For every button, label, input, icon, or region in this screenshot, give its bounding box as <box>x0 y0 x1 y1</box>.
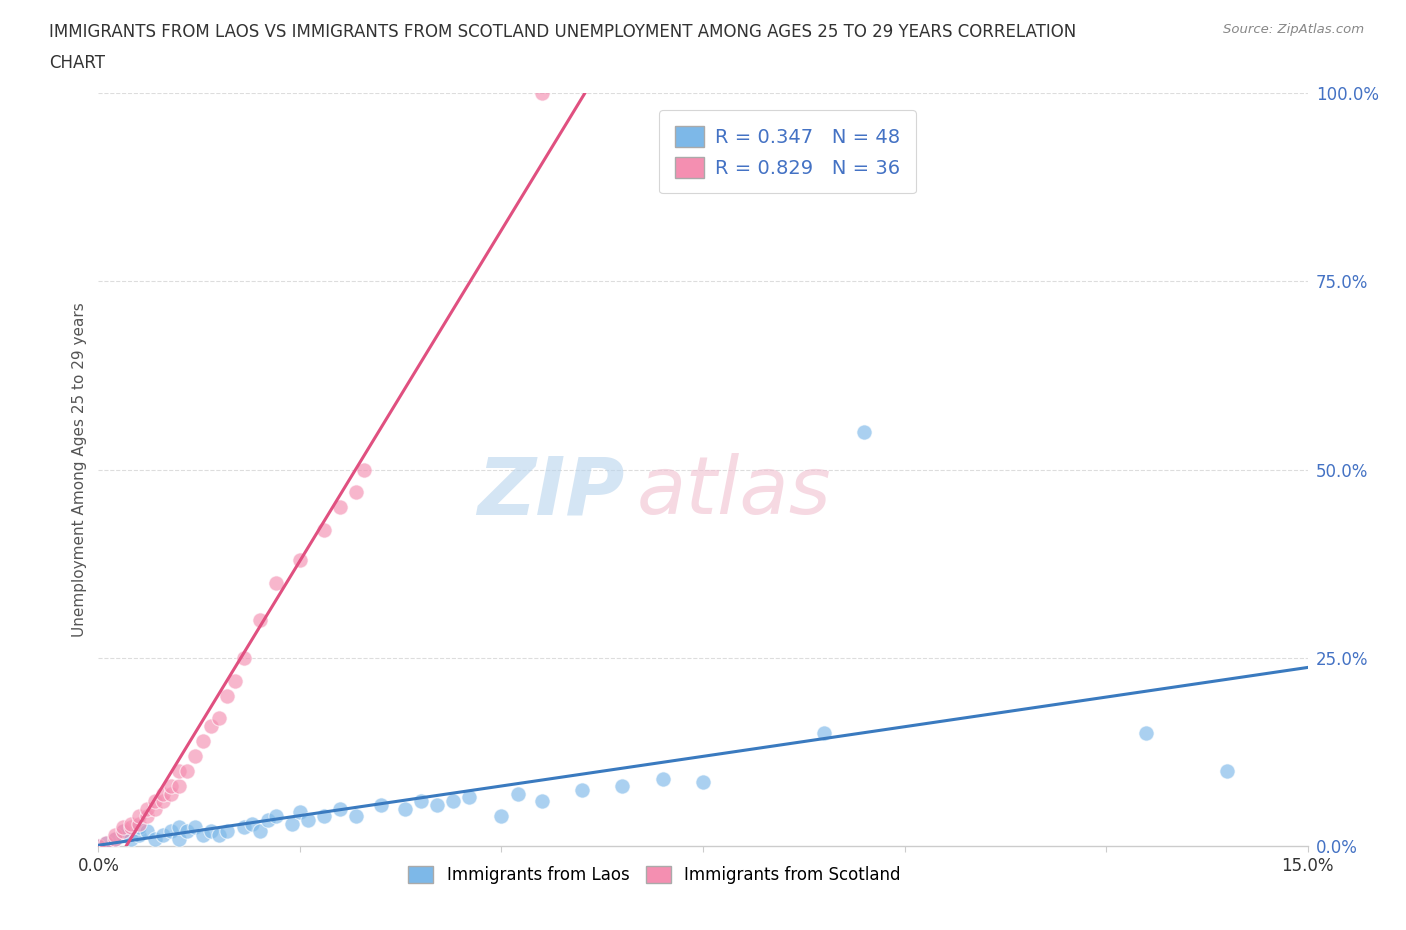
Point <box>152 828 174 843</box>
Point <box>1216 764 1239 778</box>
Point <box>314 523 336 538</box>
Point <box>249 824 271 839</box>
Point <box>135 809 157 824</box>
Text: CHART: CHART <box>49 54 105 72</box>
Point <box>111 824 134 839</box>
Text: Source: ZipAtlas.com: Source: ZipAtlas.com <box>1223 23 1364 36</box>
Point <box>184 820 207 835</box>
Point <box>264 809 287 824</box>
Point <box>167 831 190 846</box>
Point <box>128 809 150 824</box>
Point <box>120 820 142 835</box>
Point <box>111 824 134 839</box>
Point <box>692 775 714 790</box>
Point <box>409 793 432 808</box>
Point <box>135 802 157 817</box>
Point <box>152 786 174 801</box>
Point <box>530 793 553 808</box>
Point <box>193 734 215 749</box>
Point <box>103 828 125 843</box>
Point <box>103 831 125 846</box>
Point <box>353 462 375 477</box>
Point <box>111 820 134 835</box>
Point <box>217 824 239 839</box>
Point <box>103 831 125 846</box>
Point <box>344 809 367 824</box>
Point <box>143 802 166 817</box>
Point <box>128 828 150 843</box>
Point <box>394 802 416 817</box>
Legend: Immigrants from Laos, Immigrants from Scotland: Immigrants from Laos, Immigrants from Sc… <box>402 859 908 891</box>
Point <box>217 688 239 703</box>
Point <box>256 813 278 828</box>
Point <box>167 764 190 778</box>
Point <box>160 778 183 793</box>
Point <box>288 805 311 820</box>
Point <box>176 764 198 778</box>
Point <box>152 793 174 808</box>
Point <box>111 828 134 843</box>
Point <box>176 824 198 839</box>
Text: ZIP: ZIP <box>477 453 624 531</box>
Point <box>329 802 352 817</box>
Point <box>208 711 231 725</box>
Point <box>314 809 336 824</box>
Point <box>208 828 231 843</box>
Y-axis label: Unemployment Among Ages 25 to 29 years: Unemployment Among Ages 25 to 29 years <box>72 302 87 637</box>
Point <box>232 820 254 835</box>
Point <box>458 790 481 804</box>
Point <box>184 749 207 764</box>
Point <box>87 839 110 854</box>
Point <box>120 831 142 846</box>
Point <box>1135 726 1157 741</box>
Point <box>96 835 118 850</box>
Point <box>143 831 166 846</box>
Point <box>297 813 319 828</box>
Point <box>281 817 304 831</box>
Point <box>143 793 166 808</box>
Point <box>160 824 183 839</box>
Point <box>128 817 150 831</box>
Point <box>571 782 593 797</box>
Point <box>224 673 246 688</box>
Point <box>167 778 190 793</box>
Point <box>200 824 222 839</box>
Point <box>200 718 222 733</box>
Point <box>232 651 254 666</box>
Point <box>370 797 392 812</box>
Point <box>426 797 449 812</box>
Point <box>120 817 142 831</box>
Point <box>530 86 553 100</box>
Point <box>329 500 352 515</box>
Point <box>491 809 513 824</box>
Point <box>240 817 263 831</box>
Point <box>506 786 529 801</box>
Point <box>193 828 215 843</box>
Point <box>167 820 190 835</box>
Point <box>853 424 876 440</box>
Point <box>813 726 835 741</box>
Point <box>87 839 110 854</box>
Text: IMMIGRANTS FROM LAOS VS IMMIGRANTS FROM SCOTLAND UNEMPLOYMENT AMONG AGES 25 TO 2: IMMIGRANTS FROM LAOS VS IMMIGRANTS FROM … <box>49 23 1077 41</box>
Point <box>128 820 150 835</box>
Point <box>264 575 287 591</box>
Point <box>651 771 673 786</box>
Point <box>288 552 311 567</box>
Point <box>96 835 118 850</box>
Point <box>441 793 464 808</box>
Point <box>249 613 271 628</box>
Point <box>135 824 157 839</box>
Point <box>160 786 183 801</box>
Text: atlas: atlas <box>637 453 831 531</box>
Point <box>344 485 367 499</box>
Point <box>612 778 634 793</box>
